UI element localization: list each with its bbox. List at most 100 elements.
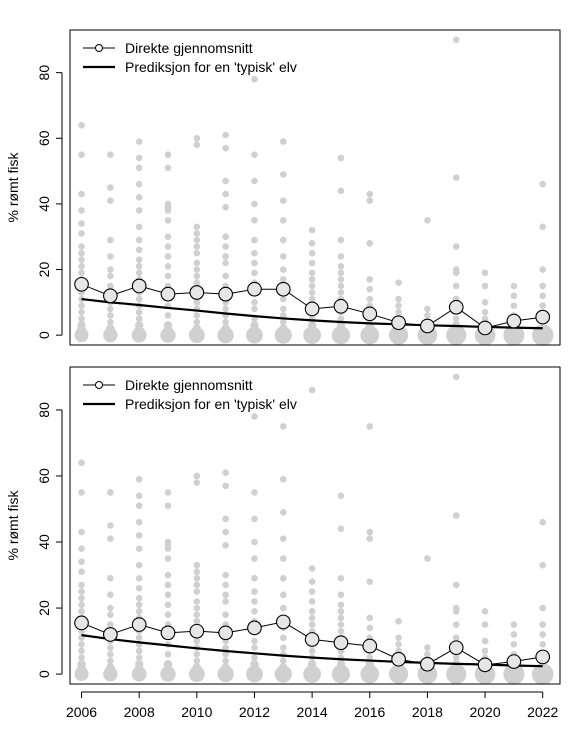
chart-1-y-tick-label: 60 — [36, 130, 52, 146]
chart-2-observation-point — [366, 614, 374, 622]
chart-1-observation-point — [107, 236, 114, 244]
chart-2-observation-point — [135, 475, 143, 483]
chart-1-observation-point — [251, 305, 258, 313]
chart-1-observation-point — [78, 220, 85, 227]
chart-2-observation-point — [337, 614, 345, 622]
chart-2-mean-point — [103, 627, 118, 642]
chart-1-observation-point — [164, 262, 172, 270]
chart-2-observation-point — [160, 666, 176, 682]
chart-1-observation-point — [78, 230, 85, 237]
chart-1-observation-point — [107, 318, 114, 326]
chart-2-observation-point — [222, 644, 229, 651]
chart-1-observation-point — [481, 282, 489, 290]
chart-1-observation-point — [337, 276, 345, 283]
chart-2-observation-point — [366, 624, 374, 632]
chart-2-observation-point — [135, 492, 143, 500]
chart-1-observation-point — [251, 249, 258, 257]
chart-2-observation-point — [107, 644, 114, 651]
chart-1-observation-point — [279, 171, 287, 178]
chart-2-mean-point — [189, 623, 205, 639]
chart-1-observation-point — [279, 253, 287, 260]
chart-2-mean-point — [391, 651, 406, 667]
chart-2-observation-point — [222, 650, 229, 658]
chart-1-observation-point — [135, 194, 143, 201]
chart-2-observation-point — [395, 634, 402, 642]
chart-1-y-tick-label: 80 — [36, 65, 52, 81]
chart-1-observation-point — [503, 324, 525, 346]
chart-2-observation-point — [481, 637, 489, 645]
chart-1-observation-point — [279, 312, 287, 319]
chart-1-observation-point — [279, 266, 287, 273]
chart-1-observation-point — [308, 282, 316, 290]
chart-2-observation-point — [446, 664, 467, 685]
chart-1-mean-point — [304, 301, 320, 317]
chart-2-panel: 0 20 40 60 80 % rømt fisk 2006 2008 2010 2012 2014… — [5, 366, 561, 720]
chart-1-observation-point — [337, 154, 345, 162]
chart-1-observation-point — [135, 164, 143, 172]
chart-2-observation-point — [164, 581, 172, 589]
chart-2-observation-point — [78, 545, 85, 552]
chart-2-observation-point — [539, 631, 547, 638]
chart-1-observation-point — [135, 138, 143, 145]
chart-1-observation-point — [308, 289, 316, 296]
chart-2-observation-point — [164, 601, 172, 609]
chart-1-observation-point — [78, 243, 85, 250]
chart-1-observation-point — [107, 266, 114, 273]
chart-1-observation-point — [308, 226, 316, 234]
chart-2-legend-prediction-label: Prediksjon for en 'typisk' elv — [125, 396, 297, 412]
chart-2-observation-point — [337, 492, 345, 500]
chart-2-x-tick-label: 2008 — [124, 704, 155, 720]
chart-2-observation-point — [193, 611, 201, 618]
chart-2-observation-point — [107, 522, 114, 529]
chart-2-y-axis-label: % rømt fisk — [5, 490, 21, 561]
chart-2-observation-point — [222, 591, 229, 599]
chart-1-observation-point — [135, 246, 143, 254]
chart-1-mean-point — [74, 276, 89, 292]
chart-1-observation-point — [107, 184, 114, 191]
chart-2-observation-point — [78, 528, 85, 536]
chart-1-observation-point — [193, 272, 201, 280]
chart-1-observation-point — [366, 276, 374, 283]
chart-1-observation-point — [160, 327, 176, 343]
chart-2-observation-point — [452, 654, 460, 661]
chart-1-observation-point — [107, 312, 114, 319]
chart-2-observation-point — [251, 644, 258, 651]
chart-1-observation-point — [107, 305, 114, 313]
chart-2-observation-point — [135, 532, 143, 539]
chart-2-observation-point — [251, 598, 258, 605]
chart-1-observation-point — [366, 295, 374, 303]
chart-2-observation-point — [503, 663, 525, 685]
chart-1-observation-point — [539, 266, 547, 273]
chart-2-observation-point — [222, 542, 229, 549]
chart-1-observation-point — [395, 295, 402, 303]
chart-1-observation-point — [481, 308, 489, 316]
chart-2-observation-point — [193, 568, 201, 576]
chart-2-observation-point — [78, 654, 85, 661]
chart-1-observation-point — [539, 180, 547, 188]
chart-2-observation-point — [308, 588, 316, 595]
chart-1-observation-point — [303, 326, 321, 345]
chart-1-observation-point — [279, 318, 287, 326]
chart-2-observation-point — [366, 654, 374, 661]
chart-2-observation-point — [164, 502, 172, 509]
chart-1-observation-point — [337, 315, 345, 323]
chart-2-observation-point — [222, 515, 229, 523]
chart-1-observation-point — [337, 262, 345, 270]
chart-2-observation-point — [135, 608, 143, 615]
chart-2-x-tick-label: 2012 — [239, 704, 270, 720]
chart-1-observation-point — [337, 253, 345, 260]
chart-2-observation-point — [222, 657, 229, 665]
chart-1-legend-prediction-label: Prediksjon for en 'typisk' elv — [125, 59, 297, 75]
chart-1-observation-point — [135, 315, 143, 323]
chart-2-observation-point — [78, 581, 85, 589]
chart-1-observation-point — [279, 295, 287, 303]
chart-1-observation-point — [135, 207, 143, 214]
chart-2-observation-point — [337, 627, 345, 635]
chart-2-observation-point — [222, 611, 229, 618]
chart-2-mean-point — [448, 640, 464, 656]
chart-2-observation-point — [107, 591, 114, 599]
chart-2-observation-point — [389, 664, 409, 684]
chart-1-observation-point — [251, 269, 258, 277]
chart-2-observation-point — [452, 373, 460, 381]
chart-2-observation-point — [164, 489, 172, 496]
